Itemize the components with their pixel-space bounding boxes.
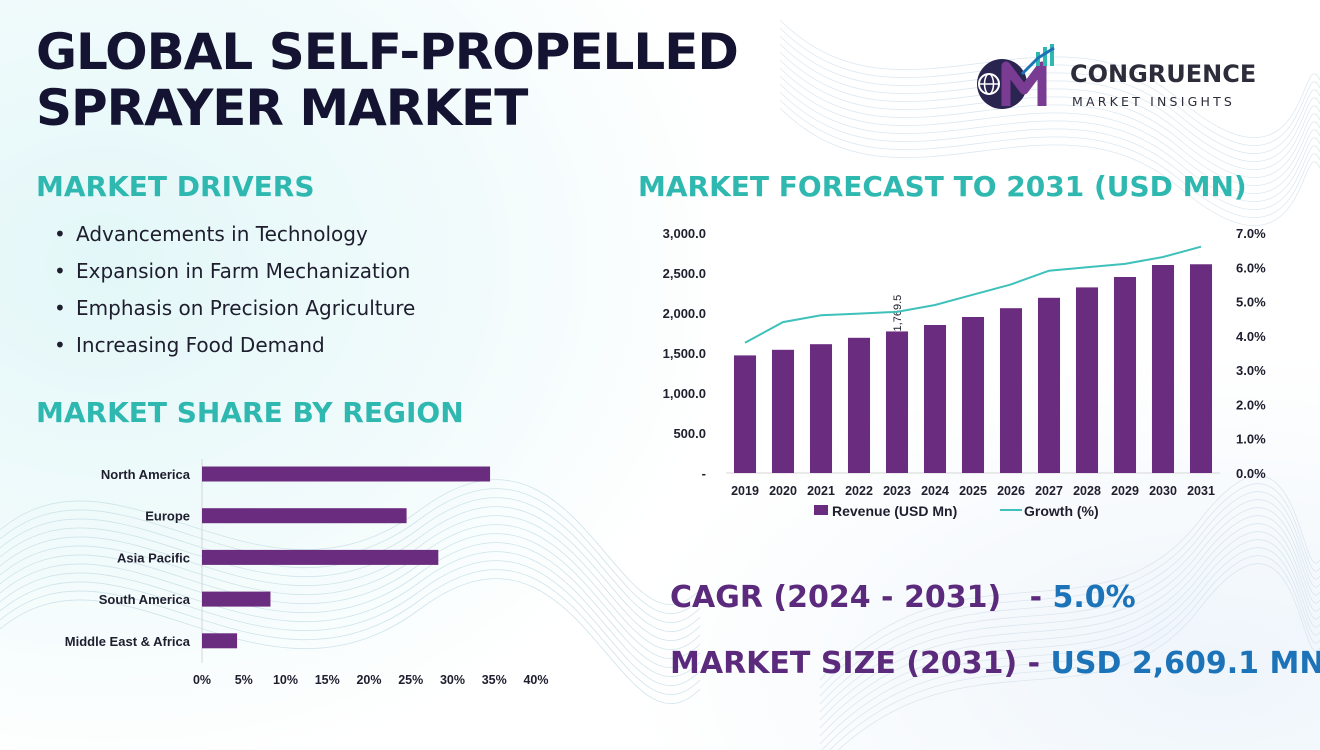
drivers-heading: MARKET DRIVERS xyxy=(36,170,315,203)
region-tick-label: 0% xyxy=(193,673,211,687)
forecast-bar xyxy=(1075,287,1099,473)
forecast-category-label: 2021 xyxy=(807,484,835,498)
forecast-bar xyxy=(809,344,833,473)
forecast-left-tick-label: - xyxy=(702,466,706,481)
forecast-bar xyxy=(847,337,871,473)
bullet-icon: • xyxy=(54,333,66,357)
bullet-icon: • xyxy=(54,222,66,246)
region-tick-label: 20% xyxy=(356,673,381,687)
driver-item: • Advancements in Technology xyxy=(54,218,415,255)
region-category-label: Europe xyxy=(145,509,190,524)
market-size-separator: - xyxy=(1017,646,1051,681)
bullet-icon: • xyxy=(54,259,66,283)
page-title-line-1: GLOBAL SELF-PROPELLED xyxy=(36,23,739,81)
region-tick-label: 10% xyxy=(273,673,298,687)
forecast-category-label: 2025 xyxy=(959,484,987,498)
drivers-list: • Advancements in Technology • Expansion i… xyxy=(54,218,415,366)
forecast-category-label: 2023 xyxy=(883,484,911,498)
forecast-right-tick-label: 2.0% xyxy=(1236,397,1266,412)
forecast-bar xyxy=(961,317,985,473)
forecast-category-label: 2026 xyxy=(997,484,1025,498)
growth-line xyxy=(744,245,1202,344)
cagr-stat: CAGR (2024 - 2031) - 5.0% xyxy=(670,580,1136,615)
forecast-bar xyxy=(1113,277,1137,473)
region-bar xyxy=(202,549,439,565)
region-tick-label: 15% xyxy=(315,673,340,687)
page-title-line-2: SPRAYER MARKET xyxy=(36,79,528,137)
forecast-right-tick-label: 3.0% xyxy=(1236,363,1266,378)
forecast-category-label: 2031 xyxy=(1187,484,1215,498)
forecast-left-tick-label: 500.0 xyxy=(673,426,706,441)
region-tick-label: 5% xyxy=(235,673,253,687)
driver-item: • Expansion in Farm Mechanization xyxy=(54,255,415,292)
region-category-label: North America xyxy=(101,467,191,482)
forecast-left-tick-label: 2,500.0 xyxy=(663,266,706,281)
region-category-label: Asia Pacific xyxy=(117,550,190,565)
region-bar xyxy=(202,633,238,649)
driver-item-label: Emphasis on Precision Agriculture xyxy=(76,296,416,320)
forecast-right-tick-label: 0.0% xyxy=(1236,466,1266,481)
forecast-bar xyxy=(1037,297,1061,473)
forecast-bar xyxy=(999,308,1023,473)
driver-item: • Emphasis on Precision Agriculture xyxy=(54,292,415,329)
forecast-category-label: 2022 xyxy=(845,484,873,498)
driver-item-label: Advancements in Technology xyxy=(76,222,368,246)
legend-revenue-label: Revenue (USD Mn) xyxy=(832,503,957,519)
region-category-label: South America xyxy=(99,592,191,607)
market-size-value: USD 2,609.1 MN xyxy=(1050,646,1320,681)
region-tick-label: 30% xyxy=(440,673,465,687)
bullet-icon: • xyxy=(54,296,66,320)
region-tick-label: 25% xyxy=(398,673,423,687)
forecast-right-tick-label: 7.0% xyxy=(1236,226,1266,241)
forecast-chart: - 500.0 1,000.0 1,500.0 2,000.0 2,500.0 3,000.… xyxy=(663,226,1266,519)
forecast-bar xyxy=(771,349,795,473)
region-category-label: Middle East & Africa xyxy=(65,634,191,649)
region-bar xyxy=(202,591,271,607)
forecast-category-label: 2019 xyxy=(731,484,759,498)
forecast-category-label: 2028 xyxy=(1073,484,1101,498)
region-heading: MARKET SHARE BY REGION xyxy=(36,396,464,429)
forecast-left-tick-label: 1,500.0 xyxy=(663,346,706,361)
forecast-left-tick-label: 3,000.0 xyxy=(663,226,706,241)
forecast-data-label: 1,769.5 xyxy=(892,295,904,332)
market-size-label: MARKET SIZE (2031) xyxy=(670,646,1018,681)
driver-item: • Increasing Food Demand xyxy=(54,329,415,366)
region-tick-label: 35% xyxy=(482,673,507,687)
driver-item-label: Expansion in Farm Mechanization xyxy=(76,259,411,283)
forecast-category-label: 2024 xyxy=(921,484,949,498)
forecast-right-tick-label: 5.0% xyxy=(1236,295,1266,310)
forecast-category-label: 2029 xyxy=(1111,484,1139,498)
forecast-category-label: 2027 xyxy=(1035,484,1063,498)
logo-tagline: MARKET INSIGHTS xyxy=(1072,94,1236,109)
cagr-label: CAGR (2024 - 2031) xyxy=(670,580,1002,615)
forecast-bar xyxy=(923,325,947,473)
forecast-bar xyxy=(1189,264,1213,473)
cagr-separator: - xyxy=(1019,580,1053,615)
forecast-heading: MARKET FORECAST TO 2031 (USD MN) xyxy=(638,170,1247,203)
cagr-value: 5.0% xyxy=(1052,580,1136,615)
market-size-stat: MARKET SIZE (2031) - USD 2,609.1 MN xyxy=(670,646,1320,681)
forecast-right-tick-label: 4.0% xyxy=(1236,329,1266,344)
region-bar xyxy=(202,508,407,524)
forecast-bar xyxy=(733,355,757,473)
driver-item-label: Increasing Food Demand xyxy=(76,333,325,357)
forecast-bar xyxy=(885,331,909,473)
forecast-left-tick-label: 2,000.0 xyxy=(663,306,706,321)
region-share-chart: North America Europe Asia Pacific South Ame… xyxy=(65,459,549,687)
forecast-left-tick-label: 1,000.0 xyxy=(663,386,706,401)
forecast-category-label: 2020 xyxy=(769,484,797,498)
wave-line xyxy=(779,107,1320,227)
logo-name: CONGRUENCE xyxy=(1070,60,1257,88)
forecast-category-label: 2030 xyxy=(1149,484,1177,498)
cmi-monogram-icon xyxy=(977,44,1055,109)
region-tick-label: 40% xyxy=(523,673,548,687)
legend-revenue-swatch xyxy=(814,505,828,515)
legend-growth-label: Growth (%) xyxy=(1024,503,1099,519)
forecast-right-tick-label: 6.0% xyxy=(1236,260,1266,275)
forecast-bar xyxy=(1151,265,1175,473)
forecast-right-tick-label: 1.0% xyxy=(1236,432,1266,447)
page-title: GLOBAL SELF-PROPELLED SPRAYER MARKET xyxy=(36,23,739,137)
region-bar xyxy=(202,466,491,482)
